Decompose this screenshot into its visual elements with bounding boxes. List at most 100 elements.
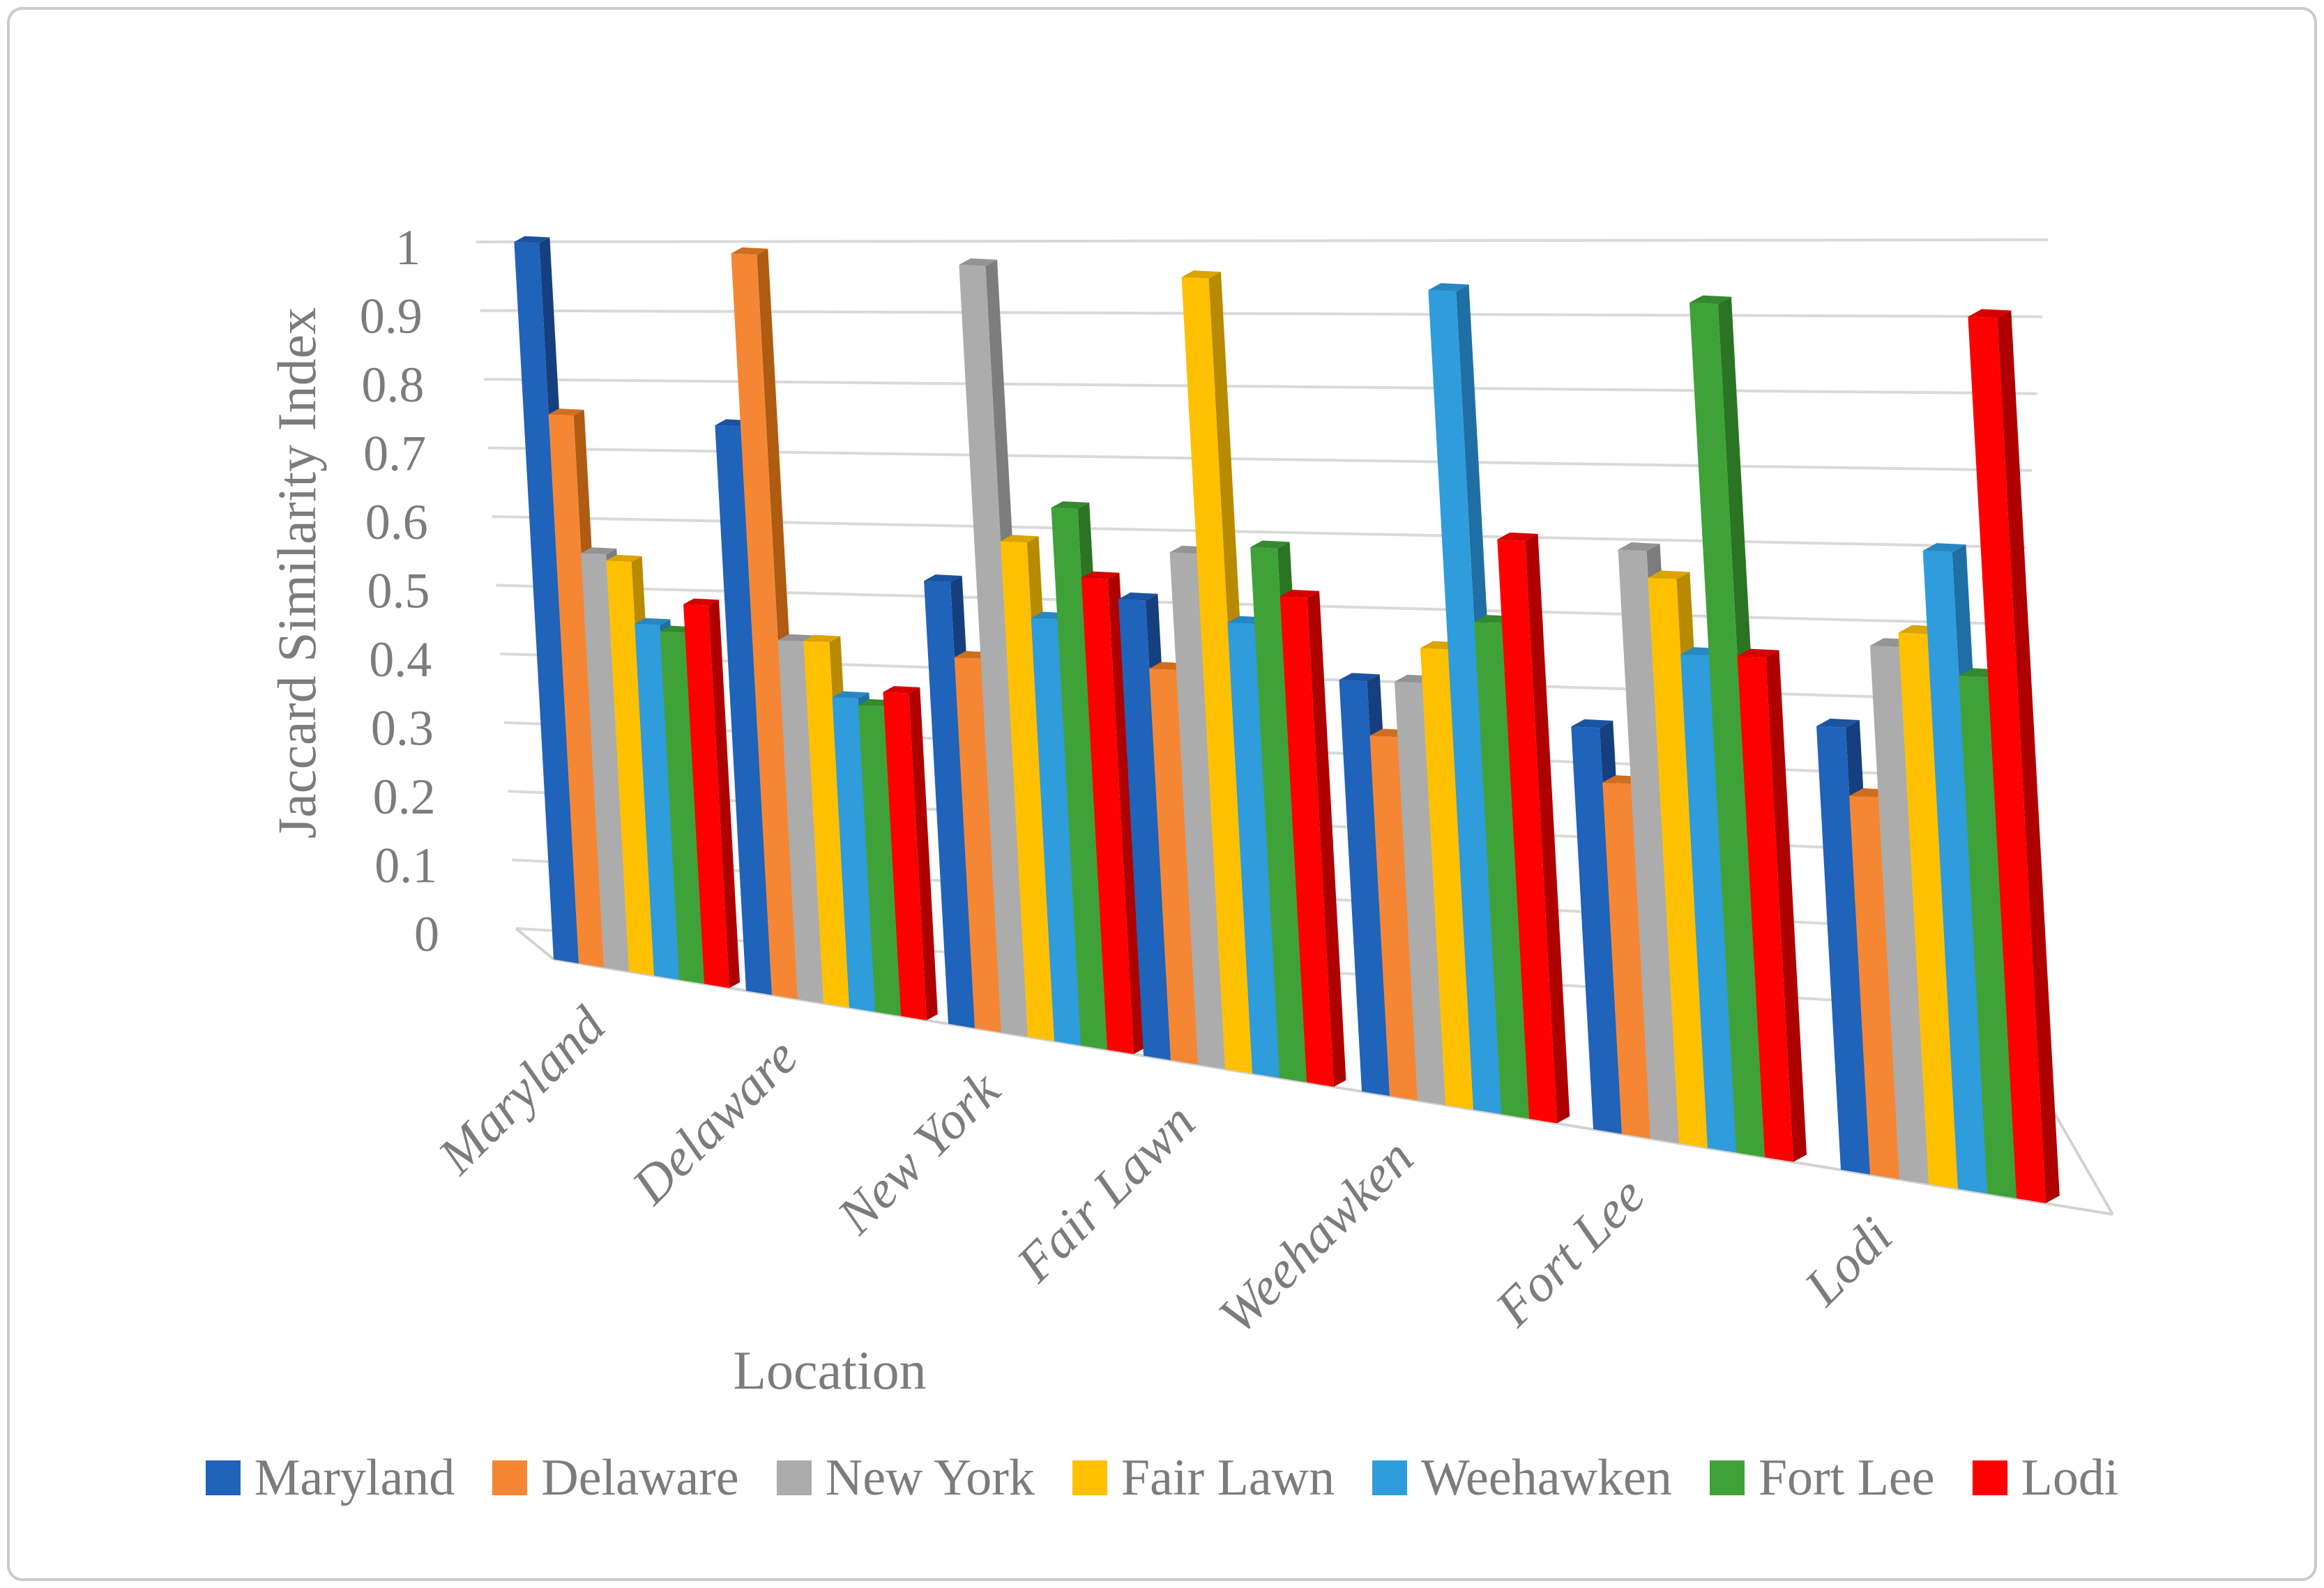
bar-top-face [777, 634, 815, 642]
bar-lodi-in-fair-lawn [1279, 589, 1346, 1087]
bar-top-face [1689, 295, 1731, 305]
bar-top-face [924, 574, 962, 583]
bar-top-face [883, 686, 920, 694]
bar-top-face [1648, 570, 1690, 579]
bar-top-face [1081, 571, 1120, 579]
bar-top-face [959, 258, 998, 266]
bar-front-face [635, 623, 679, 980]
bar-front-face [1497, 539, 1557, 1124]
bar-top-face [803, 634, 841, 643]
bar-front-face [1279, 596, 1334, 1087]
x-axis-title: Location [733, 1340, 926, 1400]
bar-front-face [660, 631, 704, 984]
bar-front-face [1227, 623, 1279, 1078]
bar-front-face [1869, 646, 1929, 1184]
legend-swatch-weehawken [1372, 1460, 1408, 1495]
bar-side-face [1997, 310, 2060, 1203]
y-tick-label-0.6: 0.6 [365, 494, 428, 550]
bar-front-face [1648, 577, 1708, 1148]
bar-lodi-in-lodi [1968, 309, 2060, 1203]
bar-top-face [1497, 532, 1538, 541]
bar-front-face [581, 553, 629, 972]
bar-top-face [1428, 283, 1469, 292]
bar-side-face [1525, 533, 1570, 1124]
category-label-weehawken: Weehawken [1208, 1128, 1425, 1345]
bar-top-face [1279, 589, 1320, 598]
y-axis-title: Jaccard Similarity Index [266, 307, 327, 839]
gridline-0.8 [484, 378, 2037, 395]
bar-front-face [1369, 735, 1418, 1101]
bar-front-face [858, 705, 901, 1016]
legend-label-delaware: Delaware [541, 1449, 739, 1506]
bar-top-face [1250, 540, 1290, 549]
legend-item-fort-lee: Fort Lee [1709, 1452, 1935, 1504]
legend-swatch-delaware [492, 1460, 528, 1495]
bar-front-face [1602, 782, 1650, 1139]
legend-swatch-lodi [1972, 1460, 2007, 1495]
bar-top-face [514, 236, 550, 243]
bar-top-face [1737, 648, 1779, 658]
bar-top-face [1618, 542, 1660, 551]
legend-item-weehawken: Weehawken [1372, 1452, 1672, 1504]
bar-front-face [1181, 277, 1252, 1074]
bar-top-face [1181, 270, 1221, 279]
bar-top-face [548, 409, 584, 416]
bar-front-face [959, 264, 1028, 1037]
legend-label-fair-lawn: Fair Lawn [1121, 1449, 1335, 1506]
bar-front-face [832, 697, 875, 1012]
bar-top-face [635, 618, 671, 625]
bar-front-face [1474, 622, 1529, 1119]
bar-front-face [1816, 726, 1870, 1175]
y-tick-label-0: 0 [414, 906, 439, 962]
bar-front-face [1968, 316, 2046, 1203]
bar-lodi-in-maryland [683, 598, 740, 988]
bars [514, 236, 2060, 1203]
bar-front-face [1051, 507, 1107, 1050]
bar-front-face [883, 692, 927, 1021]
bar-front-face [731, 253, 798, 1000]
bar-top-face [606, 554, 642, 562]
bar-front-face [1959, 675, 2017, 1199]
bar-top-face [832, 691, 869, 699]
y-tick-label-0.3: 0.3 [371, 701, 434, 756]
legend-label-maryland: Maryland [254, 1449, 455, 1506]
bar-front-face [803, 641, 849, 1008]
bar-front-face [1420, 648, 1473, 1110]
y-tick-label-0.1: 0.1 [374, 838, 437, 894]
bar-top-face [581, 547, 617, 555]
legend-item-fair-lawn: Fair Lawn [1072, 1452, 1335, 1504]
bar-front-face [924, 581, 975, 1028]
y-tick-label-0.7: 0.7 [363, 426, 426, 482]
legend-label-new-york: New York [825, 1449, 1035, 1506]
y-tick-label-0.5: 0.5 [367, 563, 430, 619]
legend-label-lodi: Lodi [2021, 1449, 2119, 1506]
y-tick-label-0.4: 0.4 [369, 632, 432, 687]
bar-side-face [1107, 572, 1146, 1055]
bar-top-face [1922, 543, 1966, 553]
bar-front-face [1680, 654, 1736, 1153]
bar-front-face [1339, 680, 1390, 1097]
y-tick-labels: 1 0.9 0.8 0.7 0.6 0.5 0.4 0.3 0.2 0.1 0 [360, 220, 439, 962]
legend-item-maryland: Maryland [205, 1449, 455, 1506]
legend-item-lodi: Lodi [1972, 1449, 2119, 1506]
category-label-lodi: Lodi [1793, 1207, 1904, 1318]
legend-swatch-fair-lawn [1072, 1460, 1107, 1495]
category-label-new-york: New York [826, 1060, 1012, 1246]
bar-front-face [1031, 618, 1081, 1046]
bar-front-face [954, 657, 1001, 1033]
bar-side-face [909, 687, 938, 1021]
category-label-fort-lee: Fort Lee [1484, 1166, 1656, 1338]
legend: Maryland Delaware New York Fair Lawn Weehawk… [0, 1435, 2324, 1521]
bar-top-face [1339, 673, 1380, 682]
legend-item-new-york: New York [776, 1449, 1035, 1506]
y-tick-label-0.9: 0.9 [360, 289, 423, 344]
legend-label-weehawken: Weehawken [1421, 1449, 1672, 1506]
bar-top-face [1118, 592, 1158, 601]
bar-top-face [1571, 719, 1613, 728]
legend-swatch-new-york [776, 1460, 812, 1495]
y-tick-label-0.8: 0.8 [361, 357, 424, 413]
bar-lodi-in-weehawken [1497, 532, 1570, 1124]
bar-top-face [683, 598, 720, 606]
